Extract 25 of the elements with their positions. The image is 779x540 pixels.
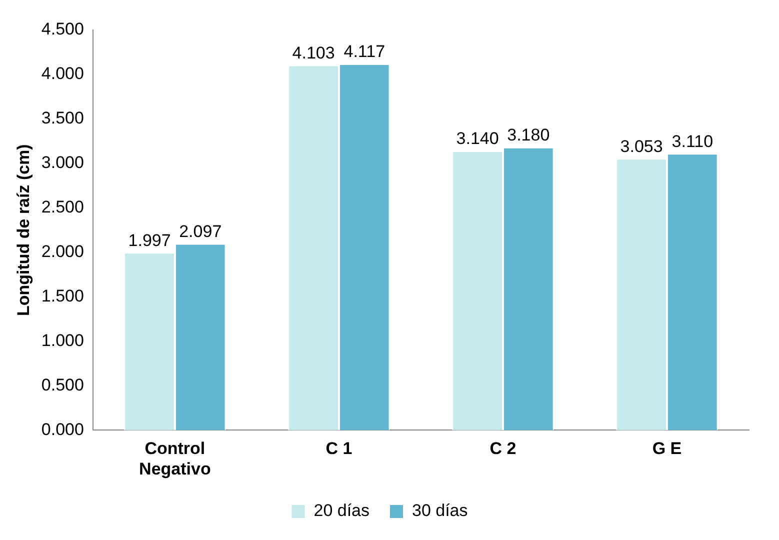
legend-label: 20 días — [314, 501, 370, 520]
data-label: 3.053 — [620, 136, 663, 156]
y-tick-label: 0.000 — [41, 420, 84, 439]
x-tick-label: G E — [652, 439, 682, 458]
y-tick-label: 1.000 — [41, 330, 84, 350]
y-tick-label: 2.000 — [41, 242, 84, 262]
y-tick-label: 0.500 — [41, 375, 84, 394]
y-tick-label: 4.500 — [41, 20, 84, 39]
x-tick-label: C 1 — [326, 439, 352, 458]
x-tick-label: C 2 — [490, 439, 516, 458]
legend-label: 30 días — [412, 501, 468, 520]
data-label: 2.097 — [179, 222, 222, 241]
data-label: 3.140 — [456, 129, 499, 148]
y-tick-label: 2.500 — [41, 198, 84, 217]
y-tick-label: 4.000 — [41, 64, 84, 84]
data-label: 3.110 — [672, 132, 714, 151]
data-label: 4.103 — [292, 43, 335, 62]
y-tick-label: 3.000 — [41, 153, 84, 172]
data-label: 1.997 — [128, 230, 171, 250]
y-tick-label: 1.500 — [41, 286, 84, 306]
data-label: 3.180 — [507, 126, 550, 145]
y-axis-title: Longitud de raíz (cm) — [14, 144, 33, 316]
y-tick-label: 3.500 — [41, 108, 84, 128]
x-tick-label: Control Negativo — [139, 439, 211, 478]
data-label: 4.117 — [344, 42, 386, 62]
